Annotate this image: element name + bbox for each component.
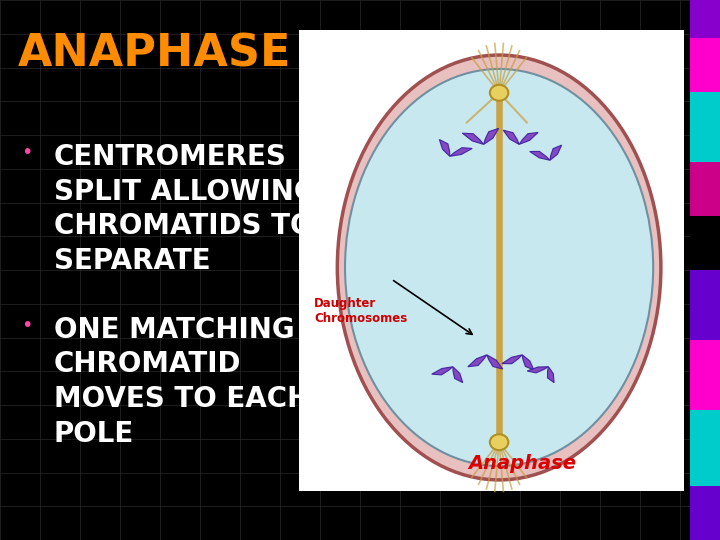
Polygon shape: [502, 355, 522, 364]
Bar: [690, 410, 720, 486]
Polygon shape: [453, 367, 463, 383]
Polygon shape: [519, 132, 538, 144]
Polygon shape: [522, 355, 534, 370]
Ellipse shape: [345, 69, 653, 466]
Polygon shape: [487, 355, 503, 369]
Polygon shape: [530, 151, 550, 160]
Bar: [690, 340, 720, 410]
Polygon shape: [468, 355, 487, 367]
Polygon shape: [550, 145, 562, 160]
Bar: [690, 270, 720, 340]
Polygon shape: [547, 367, 554, 383]
Text: •: •: [22, 316, 33, 335]
Text: CENTROMERES
SPLIT ALLOWING
CHROMATIDS TO
SEPARATE: CENTROMERES SPLIT ALLOWING CHROMATIDS TO…: [54, 143, 317, 275]
Polygon shape: [527, 367, 549, 373]
Ellipse shape: [338, 55, 661, 480]
Bar: [690, 38, 720, 92]
Text: ONE MATCHING
CHROMATID
MOVES TO EACH
POLE: ONE MATCHING CHROMATID MOVES TO EACH POL…: [54, 316, 310, 448]
Polygon shape: [484, 129, 499, 144]
Bar: [690, 0, 720, 38]
Bar: [299, 30, 684, 491]
Polygon shape: [439, 139, 450, 156]
Bar: [690, 216, 720, 270]
Bar: [690, 92, 720, 162]
Ellipse shape: [490, 434, 508, 450]
Bar: [690, 486, 720, 540]
Ellipse shape: [490, 85, 508, 100]
Polygon shape: [432, 367, 453, 375]
Polygon shape: [503, 130, 519, 144]
Polygon shape: [462, 133, 484, 144]
Text: ANAPHASE: ANAPHASE: [18, 32, 292, 76]
Bar: [690, 162, 720, 216]
Text: Daughter
Chromosomes: Daughter Chromosomes: [314, 298, 408, 326]
Polygon shape: [450, 147, 472, 156]
Text: •: •: [22, 143, 33, 162]
Text: Anaphase: Anaphase: [468, 454, 576, 473]
